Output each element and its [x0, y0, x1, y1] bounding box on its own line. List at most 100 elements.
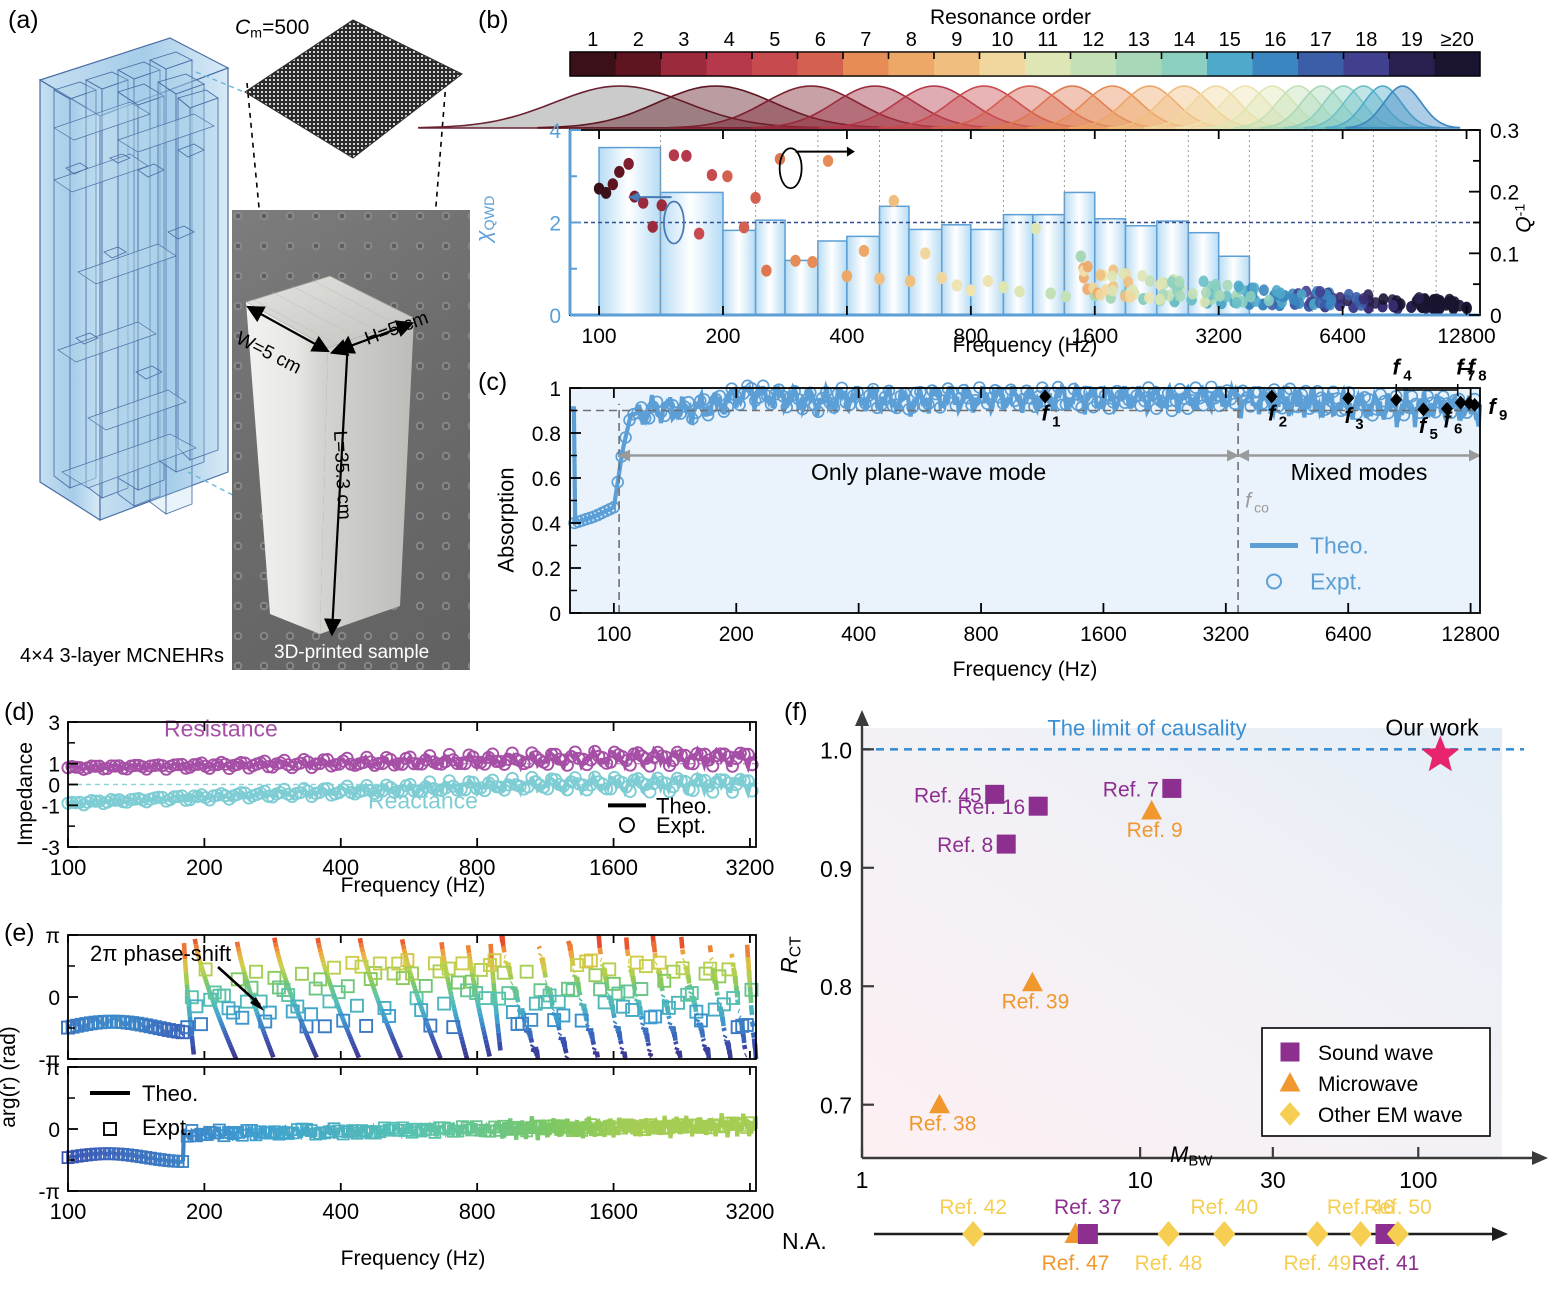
- q-inverse-point: [1107, 270, 1118, 283]
- phase-lower-segment: [311, 1135, 315, 1140]
- phase-expt-marker: [730, 1020, 745, 1035]
- panel-b-xtick: 800: [953, 325, 988, 348]
- phase-theory-segment: [647, 1052, 654, 1057]
- phase-expt-marker: [602, 962, 617, 977]
- phase-theory-segment: [638, 1015, 645, 1021]
- q-inverse-point: [656, 199, 667, 212]
- phase-lower-expt-marker: [653, 1120, 667, 1134]
- legend-marker-square: [1280, 1042, 1300, 1062]
- phase-theory-segment: [307, 1040, 313, 1046]
- panel-c-legend-theo-label: Theo.: [1310, 533, 1369, 559]
- mcnehr-caption: 4×4 3-layer MCNEHRs: [20, 645, 224, 667]
- reactance-expt-point: [623, 784, 637, 798]
- absorption-expt-point: [611, 475, 624, 489]
- colorbar-tick-label: 7: [860, 29, 871, 51]
- data-point-label: Ref. 16: [957, 796, 1025, 819]
- phase-theory-segment: [435, 1050, 441, 1055]
- panel-c-ytick: 0: [549, 603, 561, 626]
- absorption-expt-point: [1248, 386, 1261, 399]
- absorption-expt-point: [749, 394, 762, 407]
- phase-expt-marker: [437, 996, 452, 1011]
- phase-theory-segment: [220, 1024, 226, 1030]
- phase-theory-segment: [181, 942, 188, 960]
- absorption-expt-point: [1008, 394, 1022, 408]
- phase-theory-segment: [214, 1009, 220, 1014]
- q-inverse-point: [1030, 222, 1041, 235]
- phase-theory-segment: [449, 995, 455, 1001]
- phase-theory-segment: [334, 1000, 340, 1006]
- phase-lower-expt-marker: [534, 1120, 547, 1134]
- phase-theory-segment: [486, 1051, 492, 1058]
- causality-limit-label: The limit of causality: [1047, 715, 1246, 740]
- q-inverse-point: [998, 281, 1009, 294]
- reactance-expt-point: [423, 775, 437, 789]
- phase-theory-segment: [688, 990, 694, 995]
- resistance-expt-point: [167, 758, 181, 772]
- reactance-expt-point: [564, 775, 578, 789]
- phase-theory-segment: [234, 941, 241, 948]
- panel-e-xlabel: Frequency (Hz): [340, 1247, 486, 1270]
- resonance-curve: [1175, 85, 1315, 129]
- phase-theory-segment: [240, 966, 247, 972]
- panel-d-xtick: 100: [50, 855, 87, 880]
- phase-expt-marker: [418, 978, 433, 993]
- phase-theory-segment: [318, 951, 324, 957]
- panel-e-legend-theo-label: Theo.: [142, 1081, 198, 1106]
- phase-expt-marker: [666, 964, 681, 979]
- phase-theory-segment: [469, 971, 476, 978]
- panel-c-ytick: 0.6: [532, 468, 561, 491]
- phase-theory-segment: [484, 1043, 490, 1049]
- phase-theory-segment: [644, 1033, 651, 1043]
- phase-theory-segment: [537, 952, 543, 957]
- phase-theory-segment: [430, 1037, 436, 1042]
- q-inverse-point: [1210, 278, 1221, 291]
- phase-theory-segment: [253, 1008, 259, 1013]
- absorption-expt-point: [721, 400, 735, 413]
- phase-lower-expt-marker: [680, 1120, 694, 1133]
- phase-lower-expt-marker: [176, 1155, 190, 1168]
- colorbar-tick-label: 19: [1401, 29, 1423, 51]
- phase-theory-segment: [327, 981, 333, 986]
- phase-lower-expt-marker: [529, 1119, 543, 1133]
- q-inverse-point: [1388, 299, 1399, 312]
- q-inverse-point: [1167, 276, 1178, 288]
- na-point-label: Ref. 50: [1364, 1196, 1432, 1219]
- q-inverse-point: [1175, 290, 1186, 302]
- data-point-ref--9: [1141, 799, 1163, 820]
- na-point-ref--42: [962, 1221, 985, 1247]
- panel-a-label: (a): [8, 6, 39, 34]
- mcnehr-3d-model: [38, 37, 230, 522]
- panel-f-ytick: 0.9: [820, 856, 852, 882]
- phase-theory-segment: [228, 1044, 234, 1049]
- resonance-curve: [819, 85, 1049, 129]
- phase-theory-segment: [237, 955, 244, 961]
- phase-expt-marker: [629, 955, 644, 970]
- q-inverse-point: [1428, 293, 1439, 306]
- panel-b-ytick-right: 0.1: [1490, 243, 1519, 266]
- f-marker-sub: 5: [1430, 426, 1438, 443]
- na-point-ref--37: [1077, 1224, 1098, 1244]
- phase-theory-segment: [451, 1003, 457, 1010]
- phase-theory-segment: [645, 1042, 652, 1047]
- q-inverse-point: [1095, 288, 1106, 301]
- phase-theory-segment: [351, 1045, 358, 1050]
- q-inverse-point: [858, 244, 870, 257]
- chi-marker-ellipse: [663, 200, 685, 245]
- q-inverse-point: [681, 149, 692, 162]
- phase-theory-segment: [203, 978, 209, 984]
- resonance-dip-marker: [1265, 389, 1278, 404]
- na-point-ref--40: [1213, 1221, 1236, 1247]
- phase-theory-segment: [192, 938, 199, 945]
- phase-theory-segment: [738, 1015, 742, 1020]
- reactance-expt-point: [167, 790, 181, 804]
- phase-expt-marker: [377, 1000, 392, 1015]
- absorption-expt-point: [1146, 388, 1159, 401]
- q-inverse-point: [623, 157, 634, 170]
- phase-expt-marker: [386, 966, 401, 981]
- panel-e: (e) 2π phase-shift π 0 -π Theo. Expt. π 0 -π 100…: [0, 905, 780, 1296]
- phase-expt-marker: [460, 983, 474, 998]
- phase-theory-segment: [335, 1003, 341, 1008]
- reactance-label: Reactance: [368, 787, 478, 813]
- phase-expt-marker: [611, 986, 626, 1001]
